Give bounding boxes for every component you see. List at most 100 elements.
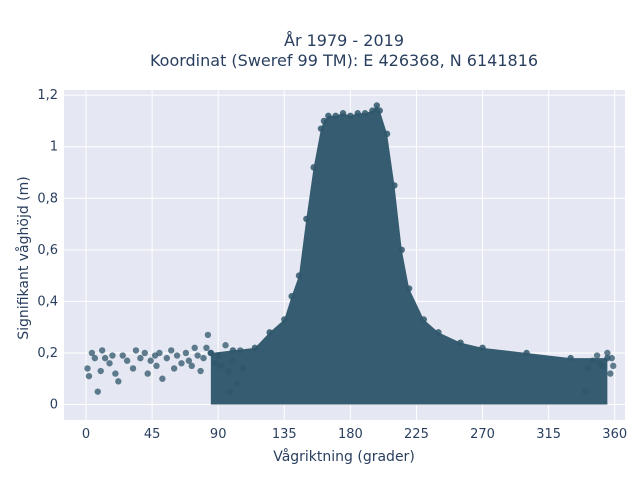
data-point: [85, 372, 93, 380]
x-tick-label: 45: [144, 427, 161, 442]
data-point: [178, 360, 185, 367]
envelope-point: [332, 112, 339, 119]
x-tick-label: 360: [602, 427, 627, 442]
data-point: [582, 388, 589, 395]
envelope-point: [288, 293, 295, 300]
data-point: [115, 378, 122, 385]
data-point: [610, 362, 617, 370]
envelope-point: [435, 329, 442, 336]
dense-point-region: [210, 105, 608, 405]
data-point: [200, 354, 207, 362]
data-point: [191, 344, 198, 352]
data-point: [156, 349, 163, 357]
data-point: [168, 347, 175, 354]
density-cloud: [207, 102, 611, 405]
data-point: [109, 352, 116, 359]
y-tick-label: 0,6: [37, 243, 58, 258]
envelope-point: [567, 354, 574, 362]
data-point: [234, 380, 241, 388]
x-tick-label: 270: [470, 427, 495, 442]
envelope-point: [266, 329, 273, 336]
x-tick-label: 225: [404, 427, 429, 442]
x-tick-label: 180: [338, 427, 363, 442]
data-point: [147, 357, 154, 364]
envelope-point: [391, 182, 398, 189]
data-point: [182, 349, 190, 357]
envelope-point: [604, 354, 611, 362]
data-point: [163, 354, 171, 362]
envelope-point: [361, 110, 369, 117]
data-point: [226, 388, 234, 395]
data-point: [119, 352, 126, 359]
data-point: [239, 365, 247, 372]
data-point: [84, 365, 91, 372]
y-tick-label: 0,8: [37, 191, 58, 206]
data-point: [170, 365, 178, 372]
data-point: [585, 365, 592, 372]
data-point: [185, 357, 193, 364]
data-point: [88, 349, 96, 357]
data-point: [197, 367, 204, 375]
envelope-point: [281, 316, 288, 323]
data-point: [607, 370, 614, 377]
data-point: [207, 349, 215, 357]
data-point: [91, 354, 99, 362]
data-point: [129, 365, 137, 372]
data-point: [144, 370, 151, 377]
data-point: [106, 360, 113, 367]
envelope-point: [251, 344, 259, 352]
x-tick-label: 90: [210, 427, 227, 442]
y-tick-label: 0,2: [37, 346, 58, 361]
envelope-point: [354, 110, 361, 117]
envelope-point: [457, 339, 464, 346]
data-point: [101, 354, 109, 362]
data-point: [173, 352, 181, 359]
y-tick-label: 0: [50, 398, 58, 413]
data-point: [204, 331, 212, 339]
data-point: [237, 347, 244, 354]
data-point: [132, 347, 140, 354]
envelope-point: [339, 110, 347, 117]
y-tick-label: 0,4: [37, 294, 58, 309]
data-point: [225, 367, 232, 375]
data-point: [215, 352, 222, 359]
data-point: [159, 375, 166, 382]
chart-title: År 1979 - 2019: [284, 31, 404, 50]
data-point: [212, 360, 219, 367]
data-point: [608, 354, 615, 362]
envelope-point: [398, 246, 405, 254]
envelope-point: [295, 272, 303, 279]
envelope-point: [229, 347, 237, 354]
data-point: [222, 342, 229, 349]
envelope-point: [369, 107, 376, 114]
envelope-point: [376, 107, 383, 114]
envelope-point: [317, 125, 325, 132]
x-tick-label: 315: [536, 427, 561, 442]
data-point: [593, 352, 601, 359]
data-point: [217, 362, 225, 370]
data-point: [194, 352, 201, 359]
data-point: [94, 388, 101, 395]
y-axis-label: Signifikant våghöjd (m): [15, 176, 32, 339]
x-tick-labels: 0 45 90 135 180 225 270 315 360: [82, 427, 627, 442]
data-point: [141, 349, 148, 357]
data-point: [229, 357, 237, 364]
data-point: [153, 362, 160, 370]
data-point: [589, 357, 596, 364]
data-point: [188, 362, 195, 370]
envelope-point: [320, 117, 328, 125]
x-axis-label: Vågriktning (grader): [273, 448, 415, 465]
envelope-point: [325, 112, 332, 119]
data-point: [97, 367, 104, 375]
envelope-point: [420, 316, 428, 323]
chart-subtitle: Koordinat (Sweref 99 TM): E 426368, N 61…: [150, 51, 538, 70]
data-point: [112, 370, 119, 377]
data-point: [203, 344, 210, 352]
y-tick-label: 1,2: [37, 88, 58, 103]
data-point: [599, 362, 607, 370]
envelope-point: [523, 349, 530, 357]
x-tick-label: 0: [82, 427, 90, 442]
x-tick-label: 135: [272, 427, 297, 442]
data-point: [123, 357, 131, 364]
